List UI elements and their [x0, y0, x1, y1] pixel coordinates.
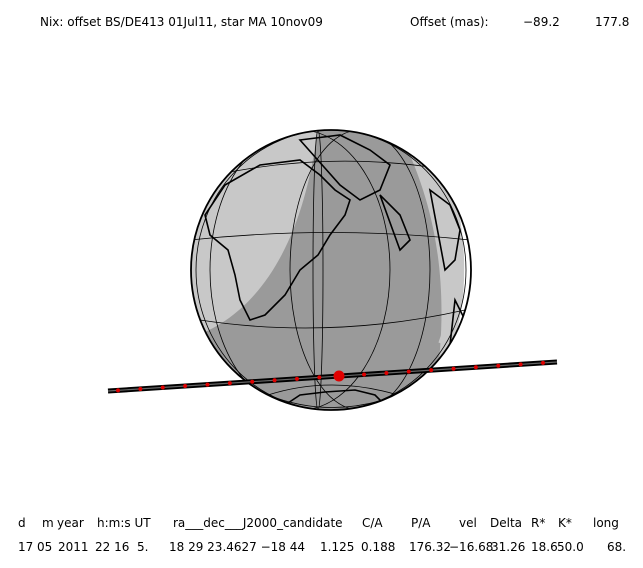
offset-value: −89.2	[523, 15, 560, 29]
column-header: m	[42, 516, 54, 530]
column-header: Delta	[490, 516, 522, 530]
cell: 31.26	[491, 540, 525, 554]
path-dot	[317, 375, 322, 380]
path-dot	[541, 360, 545, 365]
path-dot	[227, 381, 232, 386]
cell: 176.32	[409, 540, 451, 554]
column-header: d	[18, 516, 26, 530]
offset-value: 177.8	[595, 15, 629, 29]
globe-outline	[190, 129, 472, 411]
column-header: P/A	[411, 516, 431, 530]
column-header: C/A	[362, 516, 383, 530]
path-dot	[518, 362, 523, 367]
table-header: d m year h:m:s UT ra___dec___J2000_candi…	[18, 516, 619, 530]
table-row: 17 05 2011 22 16 5. 18 29 23.4627 −18 44…	[18, 540, 626, 554]
path-dot	[138, 386, 143, 391]
path-dot	[406, 369, 411, 374]
path-dot	[473, 365, 478, 370]
column-header: year	[57, 516, 84, 530]
path-dot	[362, 372, 367, 377]
cell: 05	[37, 540, 52, 554]
path-dot	[272, 378, 277, 383]
column-header: long	[593, 516, 619, 530]
cell: 50.0	[557, 540, 584, 554]
path-dot	[384, 371, 389, 376]
cell: 2011	[58, 540, 89, 554]
cell: 1.125	[320, 540, 354, 554]
cell: 68.	[607, 540, 626, 554]
title: Nix: offset BS/DE413 01Jul11, star MA 10…	[40, 15, 323, 29]
cell: −16.68	[449, 540, 493, 554]
cell: 18.6	[531, 540, 558, 554]
path-dot	[160, 385, 165, 390]
offset-label: Offset (mas):	[410, 15, 489, 29]
cell: 22 16 5.	[95, 540, 148, 554]
cell: 0.188	[361, 540, 395, 554]
cell: 17	[18, 540, 33, 554]
path-dot	[183, 384, 188, 389]
path-dot	[496, 363, 501, 368]
column-header: h:m:s UT	[97, 516, 151, 530]
path-dot	[451, 366, 456, 371]
shadow-path	[107, 359, 558, 394]
path-dot	[205, 382, 210, 387]
column-header: K*	[558, 516, 572, 530]
column-header: ra___dec___J2000_candidate	[173, 516, 343, 530]
path-dot	[294, 376, 299, 381]
path-dot	[250, 379, 255, 384]
column-header: R*	[531, 516, 545, 530]
path-dot	[429, 368, 434, 373]
column-header: vel	[459, 516, 477, 530]
path-dot	[116, 388, 120, 393]
cell: 18 29 23.4627 −18 44	[169, 540, 305, 554]
